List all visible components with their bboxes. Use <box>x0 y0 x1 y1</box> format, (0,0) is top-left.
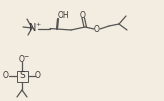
Text: N: N <box>29 23 37 33</box>
Text: O: O <box>80 11 86 19</box>
Text: O: O <box>3 72 9 80</box>
Text: S: S <box>19 72 25 80</box>
Text: OH: OH <box>57 11 69 19</box>
Bar <box>17 70 28 82</box>
Text: O: O <box>35 72 41 80</box>
Text: O: O <box>94 25 100 34</box>
Text: O: O <box>19 55 25 64</box>
Text: +: + <box>35 23 41 27</box>
Text: −: − <box>23 54 29 58</box>
